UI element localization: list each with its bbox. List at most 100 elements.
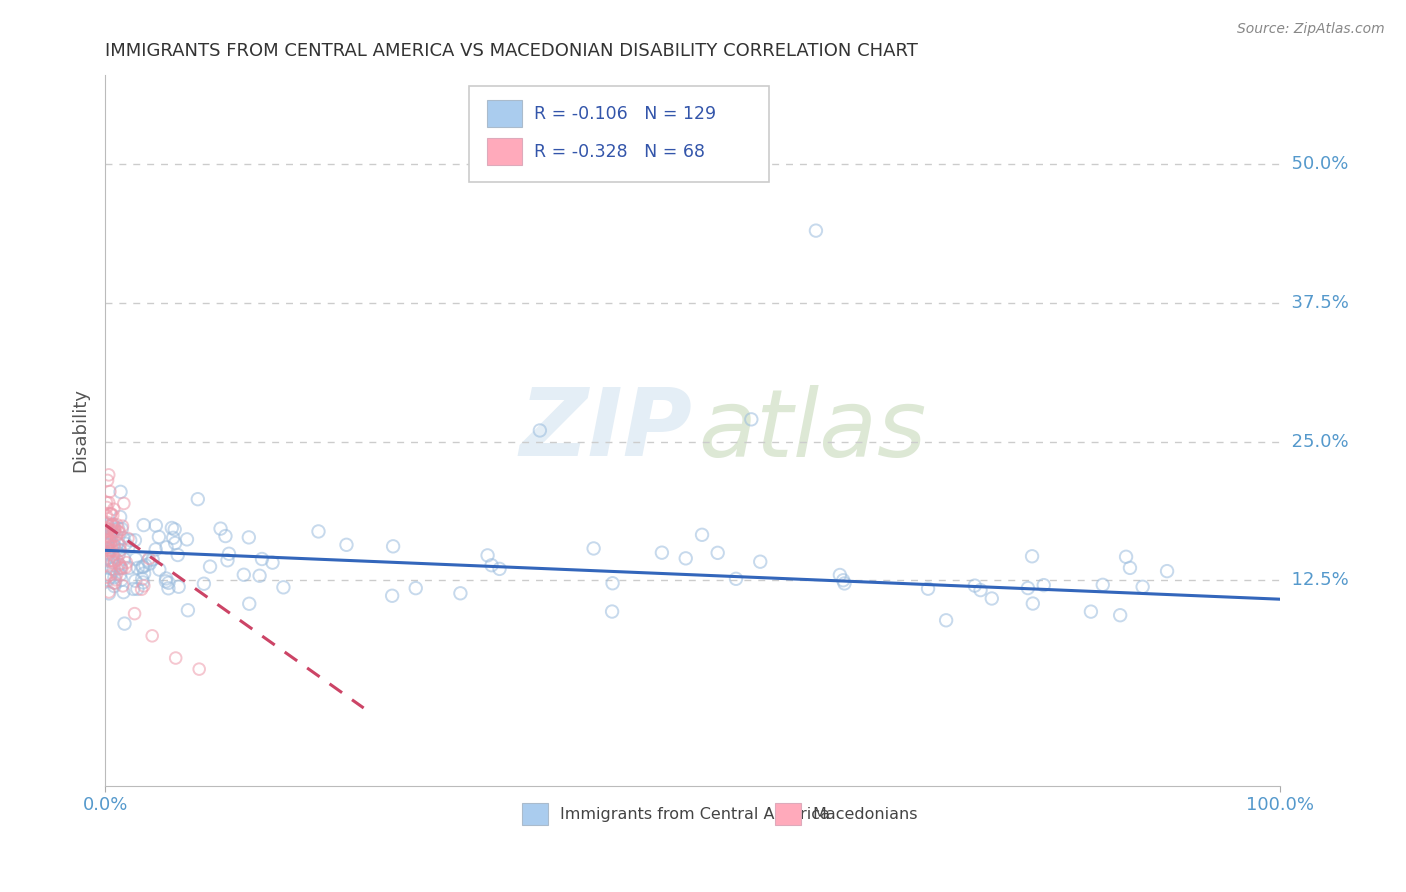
FancyBboxPatch shape	[522, 804, 548, 825]
Point	[112, 496, 135, 510]
Point	[96, 524, 118, 538]
Point	[101, 524, 124, 538]
Point	[98, 568, 121, 582]
Point	[96, 531, 118, 545]
Point	[98, 570, 121, 584]
Point	[724, 572, 747, 586]
Point	[103, 579, 125, 593]
Point	[963, 579, 986, 593]
Point	[110, 484, 132, 499]
Point	[96, 495, 118, 509]
Point	[96, 570, 118, 584]
Point	[162, 531, 184, 545]
Point	[98, 543, 121, 558]
Point	[110, 560, 132, 574]
Point	[96, 521, 118, 535]
Point	[97, 585, 120, 599]
Point	[148, 530, 170, 544]
FancyBboxPatch shape	[775, 804, 800, 825]
FancyBboxPatch shape	[486, 100, 522, 127]
Point	[97, 534, 120, 549]
Point	[101, 508, 124, 523]
Point	[103, 519, 125, 533]
Point	[96, 508, 118, 523]
Text: 25.0%: 25.0%	[1279, 433, 1348, 450]
Point	[832, 574, 855, 588]
Point	[104, 525, 127, 540]
Point	[108, 543, 131, 558]
Point	[134, 558, 156, 573]
Point	[1091, 578, 1114, 592]
Point	[1132, 580, 1154, 594]
Point	[131, 560, 153, 574]
Point	[1021, 549, 1043, 564]
Point	[1156, 564, 1178, 578]
Point	[600, 605, 623, 619]
Y-axis label: Disability: Disability	[72, 388, 89, 473]
Point	[97, 546, 120, 560]
Point	[188, 662, 211, 676]
Point	[127, 582, 149, 596]
Point	[218, 547, 240, 561]
Point	[103, 562, 125, 576]
Point	[97, 533, 120, 548]
Point	[134, 566, 156, 581]
Point	[103, 570, 125, 584]
Text: Immigrants from Central America: Immigrants from Central America	[560, 806, 830, 822]
Point	[935, 613, 957, 627]
Point	[157, 582, 180, 596]
Point	[335, 538, 357, 552]
Point	[120, 533, 142, 548]
Point	[96, 522, 118, 536]
Point	[828, 568, 851, 582]
Point	[834, 576, 856, 591]
Point	[127, 561, 149, 575]
Point	[105, 567, 128, 582]
Point	[96, 551, 118, 566]
Point	[103, 576, 125, 591]
Point	[96, 538, 118, 552]
Point	[124, 533, 146, 548]
Point	[405, 581, 427, 595]
Point	[262, 556, 284, 570]
Text: R = -0.328   N = 68: R = -0.328 N = 68	[534, 143, 704, 161]
Point	[124, 607, 146, 621]
Point	[101, 556, 124, 570]
Point	[675, 551, 697, 566]
Point	[118, 561, 141, 575]
Point	[98, 530, 121, 544]
Point	[124, 574, 146, 588]
Point	[110, 543, 132, 558]
Point	[217, 553, 239, 567]
Point	[111, 561, 134, 575]
Point	[804, 224, 827, 238]
Point	[96, 541, 118, 555]
Point	[97, 467, 120, 482]
Point	[101, 541, 124, 555]
Point	[131, 572, 153, 586]
Point	[100, 507, 122, 521]
Point	[273, 580, 295, 594]
Point	[917, 582, 939, 596]
Text: Macedonians: Macedonians	[813, 806, 918, 822]
Point	[582, 541, 605, 556]
Point	[132, 559, 155, 574]
Point	[112, 552, 135, 566]
Point	[112, 531, 135, 545]
Point	[97, 554, 120, 568]
Point	[165, 536, 187, 550]
Text: 37.5%: 37.5%	[1279, 293, 1348, 312]
Point	[1109, 608, 1132, 623]
Point	[193, 576, 215, 591]
Point	[96, 527, 118, 541]
Point	[97, 495, 120, 509]
Point	[1115, 549, 1137, 564]
Point	[115, 556, 138, 570]
Point	[148, 563, 170, 577]
Point	[108, 558, 131, 572]
Point	[1080, 605, 1102, 619]
Point	[690, 528, 713, 542]
Text: IMMIGRANTS FROM CENTRAL AMERICA VS MACEDONIAN DISABILITY CORRELATION CHART: IMMIGRANTS FROM CENTRAL AMERICA VS MACED…	[105, 42, 918, 60]
Point	[706, 546, 728, 560]
Point	[238, 530, 260, 544]
